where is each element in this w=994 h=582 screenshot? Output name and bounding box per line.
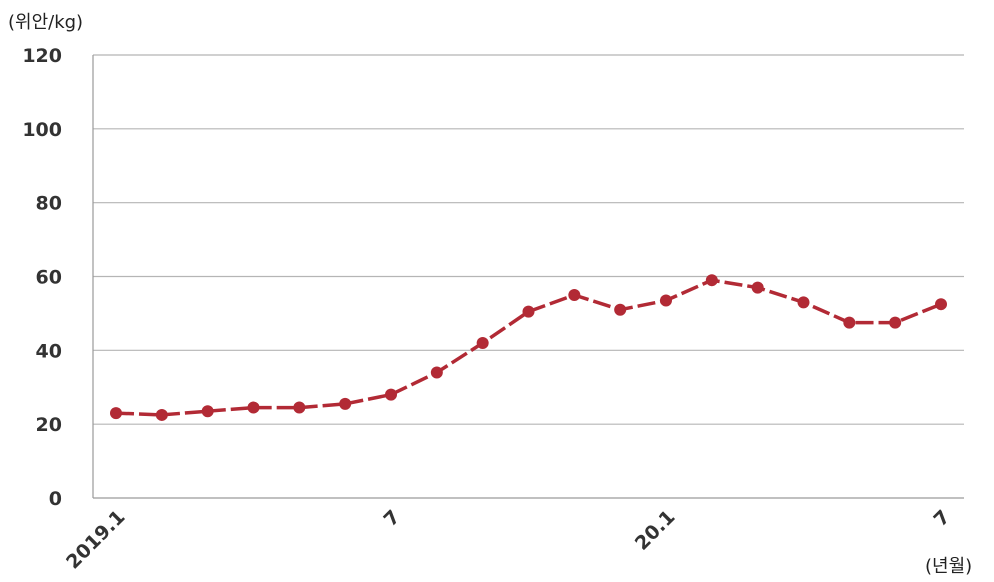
data-point [476, 336, 489, 349]
data-point [751, 281, 764, 294]
x-tick-label: 7 [930, 506, 955, 531]
y-unit-label: (위안/kg) [8, 12, 83, 33]
data-point [614, 303, 627, 316]
data-point [935, 298, 947, 311]
y-tick-label: 60 [36, 267, 62, 289]
axes [92, 55, 964, 499]
gridlines [93, 54, 964, 425]
data-point [385, 388, 397, 401]
data-point [293, 401, 306, 414]
y-tick-labels: 0 20 40 60 80 100 120 [22, 45, 62, 510]
data-point [660, 294, 672, 307]
x-tick-label: 7 [380, 506, 405, 531]
data-point [843, 316, 856, 329]
data-point [522, 305, 535, 318]
data-point [110, 407, 122, 420]
x-tick-labels: 2019.1 7 20.1 7 [62, 506, 954, 573]
x-tick-label: 20.1 [631, 506, 680, 555]
data-points [110, 274, 947, 421]
y-tick-label: 80 [36, 193, 62, 215]
y-tick-label: 20 [36, 414, 62, 436]
data-point [430, 366, 443, 379]
data-point [889, 316, 902, 329]
y-tick-label: 40 [36, 340, 62, 362]
y-tick-label: 120 [22, 45, 62, 67]
data-point [568, 288, 581, 301]
data-point [797, 296, 810, 309]
y-tick-label: 100 [22, 119, 62, 141]
data-point [705, 274, 718, 287]
x-tick-label: 2019.1 [62, 506, 129, 573]
series-polyline [115, 278, 942, 417]
data-point [247, 401, 260, 414]
data-point [339, 397, 352, 410]
data-point [201, 405, 214, 418]
data-point [155, 408, 168, 421]
y-tick-label: 0 [49, 488, 62, 510]
series-line [115, 278, 942, 417]
x-unit-label: (년월) [925, 556, 972, 577]
